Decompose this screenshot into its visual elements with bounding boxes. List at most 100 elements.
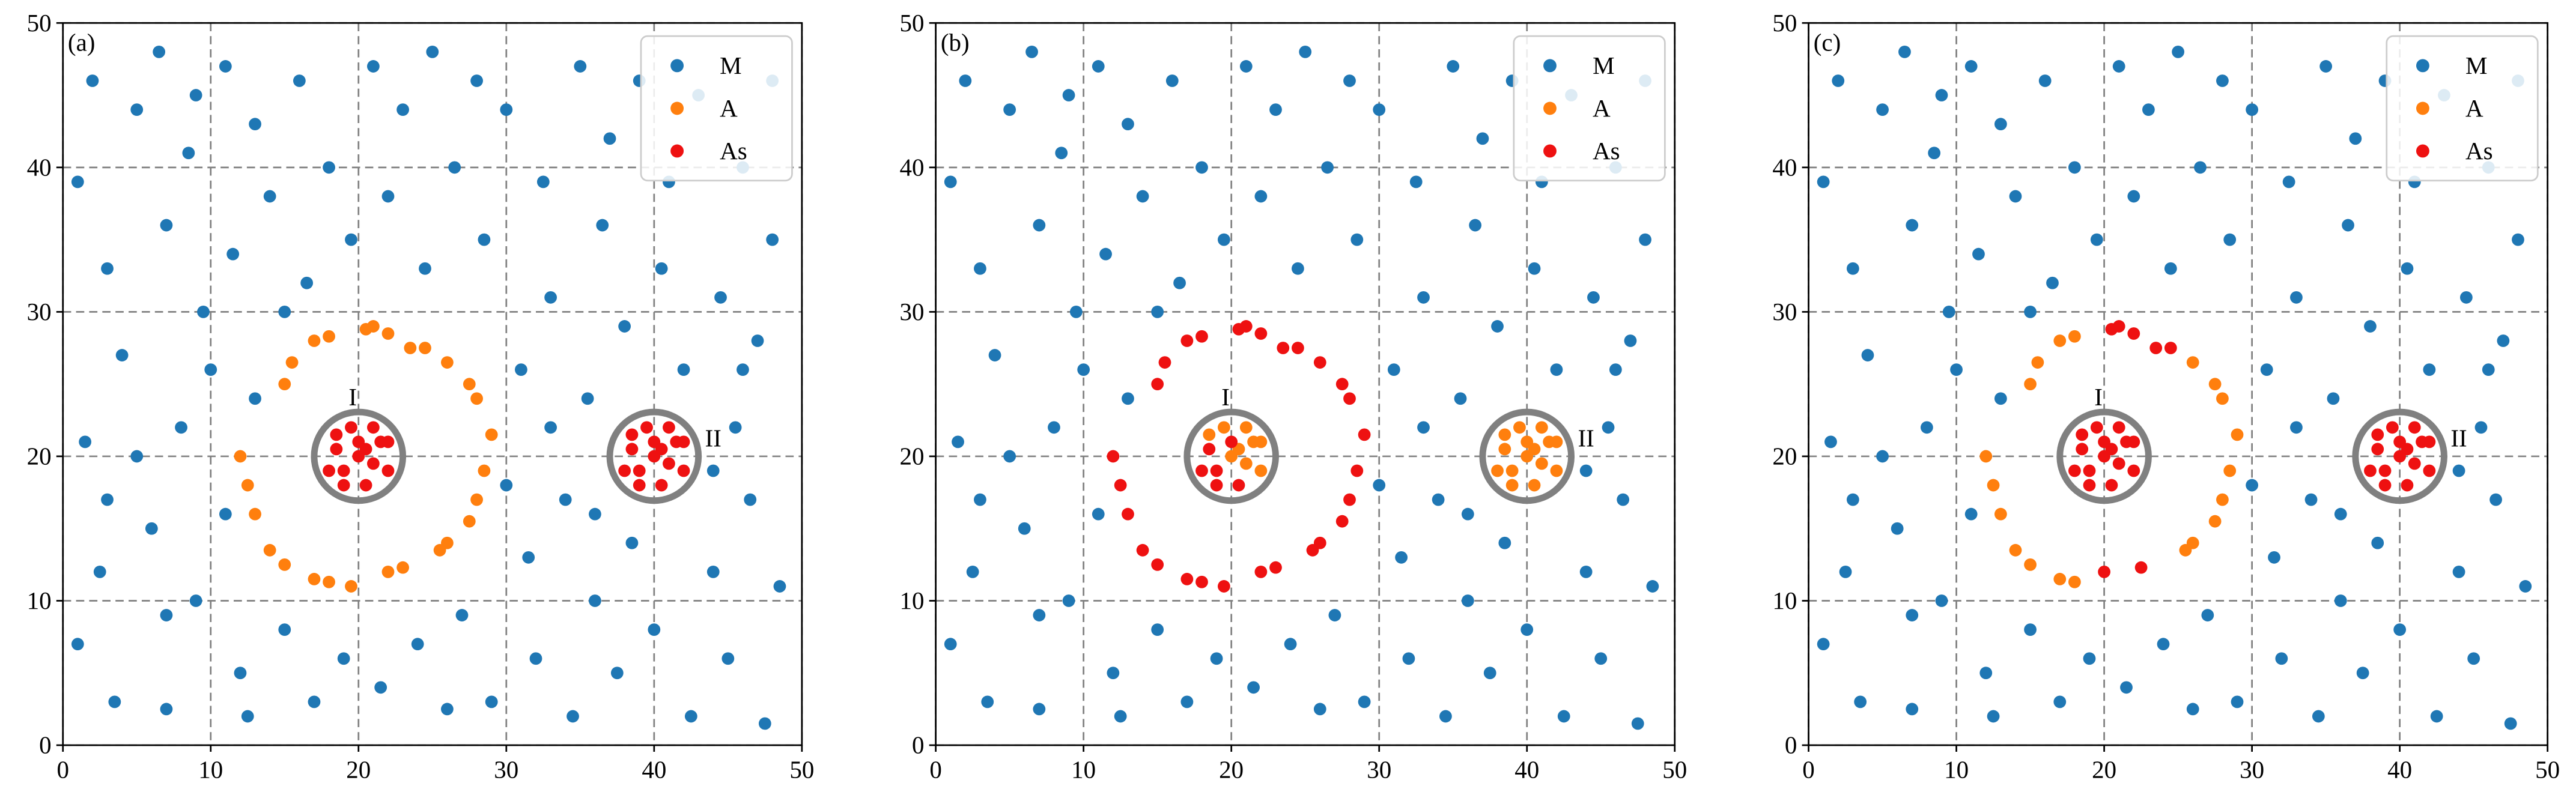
point: [1195, 161, 1208, 174]
legend-label: As: [720, 137, 747, 165]
point: [500, 103, 513, 116]
point: [2386, 421, 2399, 434]
point: [1979, 450, 1993, 463]
point: [1528, 262, 1541, 275]
point: [1254, 566, 1268, 578]
y-tick-label: 40: [1772, 153, 1797, 181]
point: [463, 515, 476, 528]
plot-frame: [1808, 22, 2549, 746]
point: [1313, 536, 1326, 549]
legend-box: [2386, 35, 2539, 182]
y-tick-label: 30: [27, 298, 52, 325]
point: [249, 507, 261, 521]
point: [640, 421, 653, 434]
point: [2246, 103, 2259, 116]
legend-label: M: [720, 52, 741, 79]
point: [2186, 536, 2199, 549]
point: [470, 74, 483, 87]
point: [2127, 435, 2140, 449]
point: [2142, 103, 2155, 116]
point: [2489, 493, 2502, 506]
point: [478, 464, 491, 477]
point: [182, 147, 195, 160]
point: [1491, 320, 1504, 333]
point: [1950, 363, 1963, 376]
region-circle: [311, 408, 407, 504]
point: [1498, 443, 1511, 456]
point: [737, 363, 749, 376]
point: [2105, 322, 2118, 336]
point: [2319, 60, 2333, 73]
point: [1033, 609, 1046, 621]
point: [677, 363, 690, 376]
point: [204, 363, 217, 376]
point: [345, 580, 357, 593]
point: [101, 493, 114, 506]
point: [1498, 536, 1511, 549]
point: [1876, 103, 1889, 116]
point: [93, 566, 106, 578]
point: [1402, 652, 1415, 665]
point: [175, 421, 187, 434]
point: [1846, 493, 1859, 506]
point: [1232, 479, 1245, 492]
point: [1498, 428, 1511, 441]
point: [544, 421, 557, 434]
point: [1062, 89, 1075, 101]
point: [1018, 522, 1031, 535]
point: [71, 638, 84, 651]
point: [1373, 103, 1386, 116]
point: [1987, 479, 2000, 492]
point: [101, 262, 114, 275]
point: [2512, 233, 2524, 246]
point: [1602, 421, 1615, 434]
panel-title: (a): [68, 29, 96, 56]
point: [278, 558, 291, 571]
point: [470, 493, 483, 506]
point: [330, 428, 343, 441]
point: [1350, 464, 1364, 477]
point: [1824, 435, 1837, 449]
x-tick-label: 30: [494, 756, 518, 784]
point: [1557, 710, 1570, 723]
point: [130, 103, 144, 116]
point: [2201, 609, 2214, 621]
point: [2024, 378, 2037, 391]
point: [1550, 464, 1563, 477]
panel-title: (c): [1814, 29, 1841, 56]
point: [2090, 421, 2103, 434]
point: [1055, 147, 1068, 160]
point: [1832, 74, 1845, 87]
point: [374, 681, 387, 694]
point: [485, 695, 498, 709]
point: [589, 594, 601, 607]
point: [2327, 392, 2340, 405]
point: [2031, 356, 2044, 369]
point: [278, 378, 291, 391]
point: [1461, 507, 1474, 521]
point: [1432, 493, 1445, 506]
point: [966, 566, 979, 578]
point: [1343, 493, 1356, 506]
point: [1994, 507, 2007, 521]
point: [1624, 334, 1637, 347]
point: [677, 464, 690, 477]
point: [300, 276, 314, 289]
point: [1151, 378, 1164, 391]
point: [744, 493, 757, 506]
point: [1631, 717, 1644, 730]
point: [677, 435, 690, 449]
point: [1928, 147, 1941, 160]
legend-label: As: [1593, 137, 1620, 165]
point: [1994, 118, 2007, 131]
point: [1387, 363, 1400, 376]
point: [536, 175, 550, 189]
region-label: I: [1221, 383, 1230, 411]
point: [337, 464, 350, 477]
point: [1987, 710, 2000, 723]
point: [1277, 342, 1290, 354]
point: [2083, 652, 2096, 665]
point: [1122, 118, 1134, 131]
